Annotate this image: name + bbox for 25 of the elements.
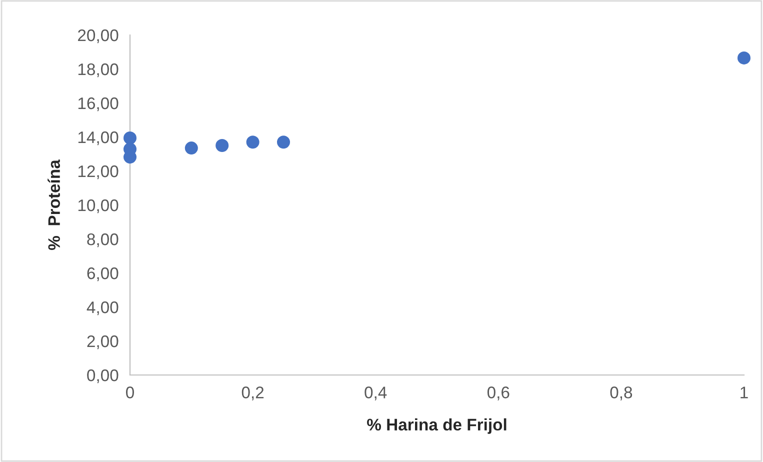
point <box>184 142 198 155</box>
point <box>246 136 260 149</box>
x-tick-label: 0,2 <box>242 386 264 400</box>
x-tick-label: 0,4 <box>364 386 387 400</box>
x-axis-title: % Harina de Frijol <box>367 418 506 434</box>
point <box>737 51 751 64</box>
y-tick-label: 4,00 <box>86 301 118 316</box>
y-tick-label: 10,00 <box>78 199 118 214</box>
y-tick-label: 8,00 <box>87 233 118 248</box>
x-tick-label: 1 <box>740 386 748 398</box>
y-tick-label: 0,00 <box>87 369 118 384</box>
x-tick-label: 0 <box>126 386 134 398</box>
y-tick-label: 14,00 <box>78 131 118 146</box>
x-tick-label: 0,8 <box>610 386 632 400</box>
y-tick-label: 20,00 <box>78 29 118 44</box>
y-tick-label: 16,00 <box>78 97 118 112</box>
y-tick-label: 6,00 <box>87 267 118 282</box>
point <box>216 138 229 152</box>
point <box>123 132 137 145</box>
y-axis-title: % Proteína <box>48 160 60 250</box>
y-tick-label: 18,00 <box>78 63 118 78</box>
point <box>276 136 290 149</box>
x-tick-label: 0,6 <box>487 386 510 400</box>
y-tick-label: 12,00 <box>78 165 118 180</box>
y-tick-label: 2,00 <box>87 335 118 350</box>
